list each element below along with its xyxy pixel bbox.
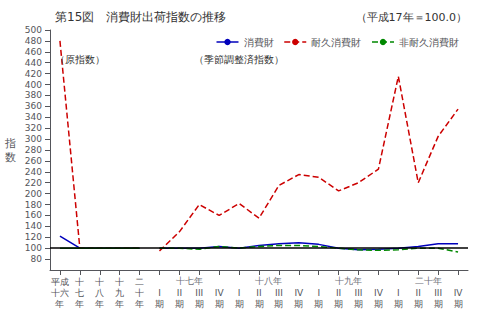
svg-text:平成: 平成 xyxy=(51,277,69,287)
svg-text:十: 十 xyxy=(95,277,104,287)
svg-text:320: 320 xyxy=(25,123,42,133)
svg-text:期: 期 xyxy=(274,299,283,309)
svg-text:第15図 消費財出荷指数の推移: 第15図 消費財出荷指数の推移 xyxy=(55,10,226,24)
svg-text:年: 年 xyxy=(115,299,124,309)
svg-text:I: I xyxy=(158,288,161,298)
svg-text:年: 年 xyxy=(55,299,64,309)
svg-text:380: 380 xyxy=(25,90,42,100)
svg-text:十六: 十六 xyxy=(51,288,69,298)
svg-text:期: 期 xyxy=(374,299,383,309)
svg-text:360: 360 xyxy=(25,101,42,111)
svg-text:260: 260 xyxy=(25,156,42,166)
svg-text:180: 180 xyxy=(25,200,42,210)
svg-text:非耐久消費財: 非耐久消費財 xyxy=(399,37,459,48)
svg-text:指: 指 xyxy=(4,137,16,150)
svg-text:八: 八 xyxy=(95,288,104,298)
svg-text:十九年: 十九年 xyxy=(335,276,362,286)
svg-text:200: 200 xyxy=(25,189,42,199)
svg-text:III: III xyxy=(275,288,283,298)
svg-text:III: III xyxy=(355,288,363,298)
svg-text:数: 数 xyxy=(5,151,16,164)
svg-text:（季節調整済指数）: （季節調整済指数） xyxy=(194,54,284,65)
svg-text:120: 120 xyxy=(25,232,42,242)
svg-text:I: I xyxy=(397,288,400,298)
svg-text:460: 460 xyxy=(25,47,42,57)
svg-text:期: 期 xyxy=(454,299,463,309)
svg-text:期: 期 xyxy=(195,299,204,309)
svg-text:IV: IV xyxy=(374,288,384,298)
svg-text:十: 十 xyxy=(115,277,124,287)
svg-text:期: 期 xyxy=(294,299,303,309)
svg-text:440: 440 xyxy=(25,58,42,68)
svg-text:七: 七 xyxy=(75,288,84,298)
svg-text:IV: IV xyxy=(294,288,304,298)
svg-text:期: 期 xyxy=(235,299,244,309)
svg-text:期: 期 xyxy=(155,299,164,309)
svg-text:II: II xyxy=(177,288,182,298)
svg-text:80: 80 xyxy=(31,254,43,264)
svg-text:III: III xyxy=(195,288,203,298)
svg-text:耐久消費財: 耐久消費財 xyxy=(311,37,361,48)
svg-text:年: 年 xyxy=(95,299,104,309)
svg-text:期: 期 xyxy=(434,299,443,309)
svg-text:十七年: 十七年 xyxy=(176,276,203,286)
svg-text:II: II xyxy=(416,288,421,298)
svg-text:（平成17年＝100.0）: （平成17年＝100.0） xyxy=(356,11,468,24)
svg-text:期: 期 xyxy=(255,299,264,309)
svg-text:九: 九 xyxy=(115,288,124,298)
svg-text:280: 280 xyxy=(25,145,42,155)
svg-text:（原指数）: （原指数） xyxy=(55,54,105,65)
svg-text:160: 160 xyxy=(25,210,42,220)
svg-text:二十年: 二十年 xyxy=(415,276,442,286)
svg-text:100: 100 xyxy=(25,243,42,253)
svg-text:十: 十 xyxy=(135,288,144,298)
svg-text:IV: IV xyxy=(215,288,225,298)
svg-text:II: II xyxy=(256,288,261,298)
svg-text:期: 期 xyxy=(354,299,363,309)
svg-text:III: III xyxy=(434,288,442,298)
svg-text:十: 十 xyxy=(75,277,84,287)
svg-text:期: 期 xyxy=(314,299,323,309)
svg-text:500: 500 xyxy=(25,25,42,35)
svg-text:I: I xyxy=(317,288,320,298)
svg-text:消費財: 消費財 xyxy=(244,37,274,48)
svg-text:II: II xyxy=(336,288,341,298)
svg-text:IV: IV xyxy=(454,288,464,298)
svg-text:期: 期 xyxy=(394,299,403,309)
svg-text:期: 期 xyxy=(175,299,184,309)
svg-text:期: 期 xyxy=(215,299,224,309)
svg-text:400: 400 xyxy=(25,80,42,90)
svg-text:420: 420 xyxy=(25,69,42,79)
svg-text:300: 300 xyxy=(25,134,42,144)
svg-text:340: 340 xyxy=(25,112,42,122)
svg-text:480: 480 xyxy=(25,36,42,46)
svg-text:年: 年 xyxy=(75,299,84,309)
svg-text:年: 年 xyxy=(135,299,144,309)
svg-text:I: I xyxy=(238,288,241,298)
svg-text:十八年: 十八年 xyxy=(255,276,282,286)
svg-text:240: 240 xyxy=(25,167,42,177)
svg-text:二: 二 xyxy=(135,277,144,287)
svg-text:140: 140 xyxy=(25,221,42,231)
svg-text:期: 期 xyxy=(414,299,423,309)
svg-text:220: 220 xyxy=(25,178,42,188)
svg-text:期: 期 xyxy=(334,299,343,309)
